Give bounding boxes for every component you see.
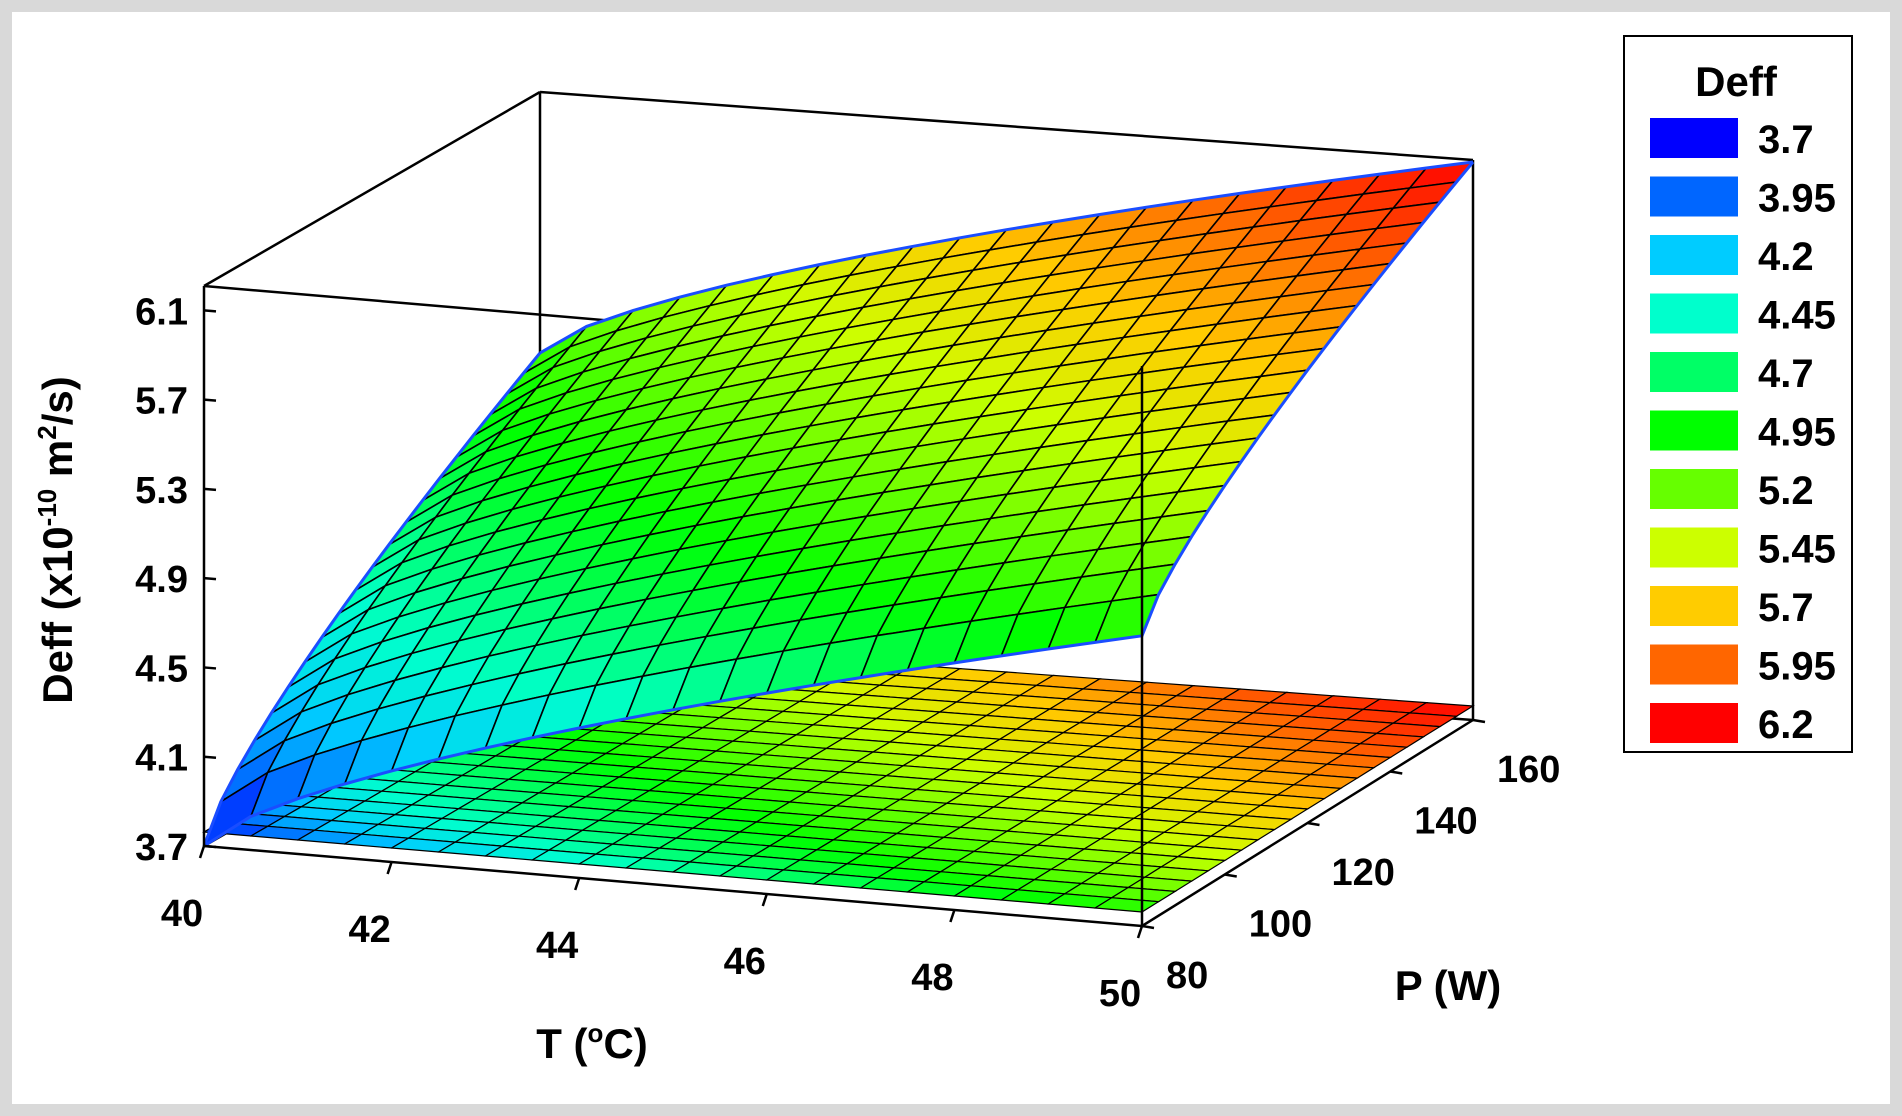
z-tick-label: 5.7 (135, 381, 188, 423)
response-surface (202, 160, 1475, 848)
legend-swatch (1650, 527, 1738, 568)
z-tick (203, 398, 217, 402)
legend-swatch (1650, 176, 1738, 217)
z-tick (203, 666, 217, 670)
x-tick-label: 42 (348, 909, 390, 951)
legend-swatch (1650, 293, 1738, 334)
legend-label: 4.95 (1758, 411, 1836, 455)
box-edge-top-left (203, 90, 541, 288)
legend-swatch (1650, 410, 1738, 451)
legend-label: 3.95 (1758, 177, 1836, 221)
legend-label: 5.95 (1758, 645, 1836, 689)
box-front-edges (202, 286, 1474, 928)
x-tick (949, 909, 956, 923)
legend-label: 5.2 (1758, 469, 1814, 513)
tick-labels: 3.7 4.1 4.5 4.9 5.3 5.7 6.1 40 42 44 46 48 50 80 100 12… (135, 291, 1560, 1015)
z-tick-label: 4.9 (135, 559, 188, 601)
x-tick (1136, 925, 1144, 939)
legend-swatch (1650, 118, 1738, 158)
legend-label: 4.2 (1758, 235, 1814, 279)
legend: Deff 3.7 3.95 4.2 4.45 4.7 4.95 5.2 5.45 5.7 5.95… (1623, 35, 1853, 753)
legend-swatch (1650, 644, 1738, 685)
y-tick-label: 120 (1332, 852, 1395, 894)
z-tick-label: 5.3 (135, 470, 188, 512)
legend-swatch (1650, 469, 1738, 509)
y-tick (1307, 821, 1320, 827)
y-tick (1141, 924, 1155, 930)
x-tick-label: 46 (724, 941, 766, 983)
legend-label: 6.2 (1758, 703, 1814, 747)
z-tick (203, 844, 217, 849)
x-tick (386, 861, 393, 875)
legend-title: Deff (1695, 58, 1778, 105)
z-tick-label: 3.7 (135, 827, 188, 869)
legend-label: 4.45 (1758, 294, 1836, 338)
legend-swatch (1650, 352, 1738, 392)
box-edge-top-back (539, 90, 1474, 162)
z-tick-label: 4.5 (135, 648, 188, 690)
z-tick (203, 576, 217, 581)
legend-label: 3.7 (1758, 118, 1814, 162)
x-tick-label: 50 (1099, 973, 1141, 1015)
x-tick (574, 877, 581, 891)
x-tick (198, 845, 206, 859)
legend-label: 5.45 (1758, 528, 1836, 572)
y-tick-label: 80 (1166, 955, 1208, 997)
x-axis-label: T (oC) (536, 1018, 648, 1067)
x-tick-label: 44 (536, 925, 578, 967)
z-tick (203, 755, 217, 759)
plot-area: Deff (x10-10 m2/s) T (oC) P (W) 3.7 4.1 4.… (12, 12, 1890, 1104)
y-axis-label: P (W) (1395, 962, 1502, 1009)
surface-edge-left (202, 351, 542, 847)
surface-edge-back (539, 160, 1474, 355)
legend-swatch (1650, 703, 1738, 743)
y-tick-label: 140 (1414, 801, 1477, 843)
box-edge-floor-front (203, 844, 1143, 928)
x-tick (761, 893, 768, 907)
surface-chart: Deff (x10-10 m2/s) T (oC) P (W) 3.7 4.1 4.… (32, 35, 1853, 1067)
y-tick-label: 160 (1497, 749, 1560, 791)
legend-label: 5.7 (1758, 586, 1814, 630)
y-tick (1390, 770, 1403, 775)
y-tick (1224, 873, 1237, 878)
legend-swatch (1650, 586, 1738, 626)
z-tick (203, 487, 217, 492)
x-tick-label: 48 (911, 957, 953, 999)
x-tick-label: 40 (161, 893, 203, 935)
z-tick (203, 309, 217, 313)
y-tick-label: 100 (1249, 904, 1312, 946)
z-axis-label: Deff (x10-10 m2/s) (32, 376, 81, 703)
z-tick-label: 6.1 (135, 291, 188, 333)
z-tick-label: 4.1 (135, 738, 188, 780)
legend-label: 4.7 (1758, 352, 1814, 396)
axis-ticks (198, 309, 1486, 939)
legend-swatch (1650, 235, 1738, 275)
y-tick (1472, 718, 1486, 724)
